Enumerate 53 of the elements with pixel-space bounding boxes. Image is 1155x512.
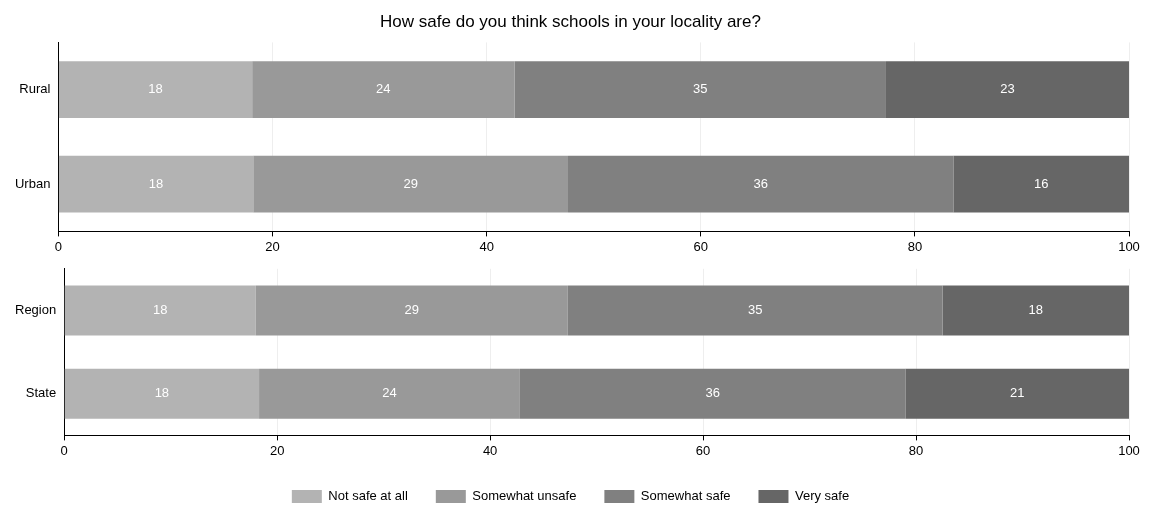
x-tick-label: 20 [265,238,280,254]
data-label: 29 [404,302,420,318]
data-label: 36 [753,175,768,191]
bar [64,285,256,336]
data-label: 18 [154,385,170,401]
legend-label: Very safe [794,488,850,504]
legend-label: Somewhat unsafe [472,488,577,504]
bar [567,285,943,336]
x-tick-label: 80 [907,238,923,254]
bar [58,155,254,213]
bar [259,368,520,419]
bar [568,155,954,213]
data-label: 35 [748,302,763,318]
data-label: 36 [705,385,720,401]
bar [58,61,253,118]
x-tick-label: 80 [908,442,924,458]
bar [885,61,1129,118]
data-label: 35 [692,81,708,97]
data-label: 24 [382,385,397,401]
bar [942,285,1129,336]
x-tick-label: 40 [482,442,498,458]
data-label: 16 [1033,175,1049,191]
bar [905,368,1129,419]
x-tick-label: 40 [479,238,494,254]
x-tick-label: 0 [60,442,68,458]
bar [253,155,569,213]
data-label: 18 [153,302,168,318]
bar [953,155,1129,213]
x-tick-label: 100 [1118,238,1140,254]
data-label: 18 [148,81,163,97]
y-tick-label: Rural [19,81,51,97]
bar [519,368,906,419]
data-label: 18 [1028,302,1044,318]
y-tick-label: Urban [14,175,51,191]
x-tick-label: 0 [54,238,63,254]
x-tick-label: 60 [695,442,711,458]
legend-label: Not safe at all [328,488,408,504]
bar [514,61,886,118]
data-label: 29 [403,175,418,191]
x-tick-label: 20 [269,442,285,458]
bar [252,61,515,118]
data-label: 21 [1009,385,1025,401]
y-tick-label: Region [14,302,57,318]
x-tick-label: 100 [1118,442,1140,458]
legend-label: Somewhat safe [640,488,731,504]
y-tick-label: State [25,385,57,401]
x-tick-label: 60 [693,238,708,254]
bar [64,368,260,419]
data-label: 18 [148,175,164,191]
data-label: 24 [376,81,391,97]
bar [255,285,568,336]
chart-title: How safe do you think schools in your locality are? [380,11,761,31]
data-label: 23 [1000,81,1015,97]
